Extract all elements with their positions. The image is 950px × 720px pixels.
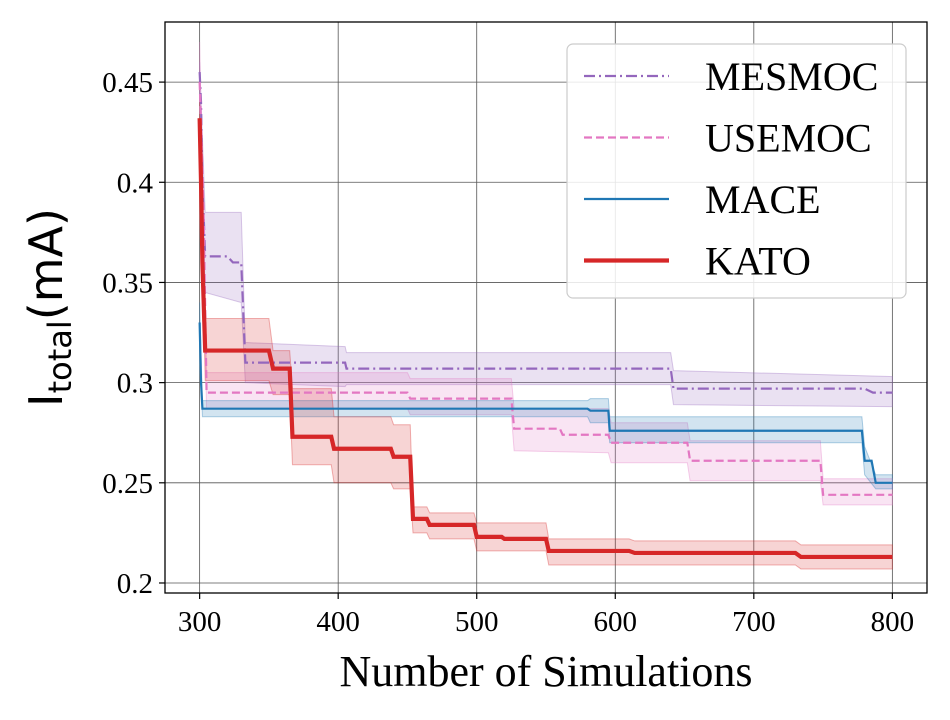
x-tick-label: 400 (316, 606, 360, 638)
legend-box (566, 43, 907, 299)
x-tick-label: 600 (594, 606, 638, 638)
y-tick-label: 0.4 (117, 167, 154, 199)
legend-label-usemoc: USEMOC (705, 116, 872, 161)
legend-label-mesmoc: MESMOC (705, 54, 878, 99)
x-tick-label: 500 (455, 606, 499, 638)
x-tick-label: 300 (178, 606, 222, 638)
x-tick-label: 700 (732, 606, 776, 638)
x-tick-label: 800 (871, 606, 915, 638)
y-tick-label: 0.3 (117, 368, 153, 400)
kato-line (197, 118, 893, 560)
y-axis-title: Itotal(mA) (19, 208, 79, 407)
axis-ticks: 300 400 500 600 700 800 0.2 0.25 0.3 0.35 0.4 0.45 (102, 67, 914, 638)
y-tick-label: 0.35 (102, 267, 153, 299)
mace-line (198, 322, 893, 484)
plot-frame (164, 21, 928, 594)
y-axis-title-main: I (19, 393, 73, 407)
x-axis-title: Number of Simulations (339, 647, 752, 696)
kato-band (199, 102, 893, 570)
y-tick-label: 0.25 (102, 468, 153, 500)
series-lines (197, 72, 893, 560)
y-tick-label: 0.45 (102, 67, 153, 99)
y-tick-label: 0.2 (117, 568, 153, 600)
legend: MESMOC USEMOC MACE KATO (566, 43, 907, 299)
y-axis-title-subscript: total (41, 320, 79, 393)
usemoc-band (199, 42, 893, 506)
mace-band (199, 302, 893, 490)
y-axis-title-unit: (mA) (19, 208, 73, 320)
legend-label-mace: MACE (705, 177, 821, 222)
legend-label-kato: KATO (705, 239, 811, 284)
